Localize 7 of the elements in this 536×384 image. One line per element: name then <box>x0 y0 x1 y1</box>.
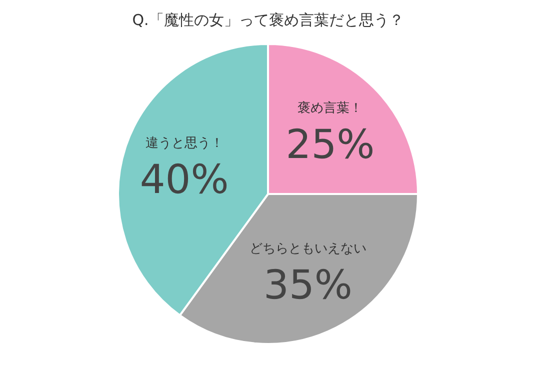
data-label: 40% <box>140 156 229 203</box>
data-label: 25% <box>286 122 375 168</box>
chart-title: Q.「魔性の女」って褒め言葉だと思う？ <box>132 11 404 29</box>
slice-label: どちらともいえない <box>249 241 366 256</box>
slice-label: 違うと思う！ <box>145 136 224 151</box>
data-label: 35% <box>264 262 352 308</box>
slice-label: 褒め言葉！ <box>298 100 363 116</box>
